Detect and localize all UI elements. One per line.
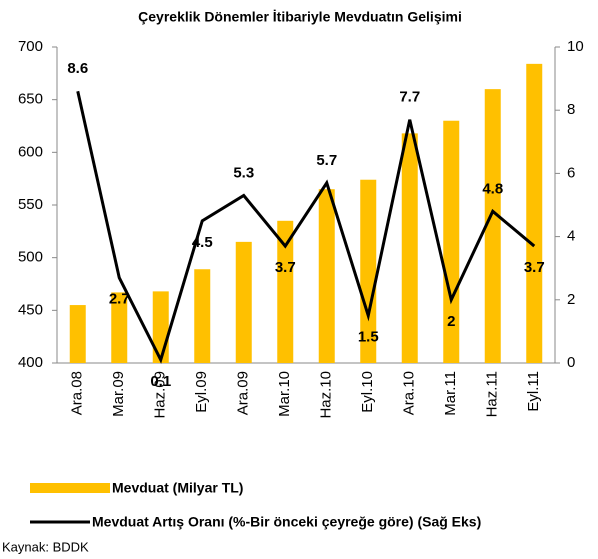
line bbox=[76, 90, 536, 364]
y2-tick-label: 10 bbox=[567, 38, 584, 55]
y-tick-label: 600 bbox=[18, 143, 43, 160]
x-tick-label: Haz.11 bbox=[484, 371, 501, 417]
bar bbox=[194, 269, 211, 363]
data-label: 8.6 bbox=[67, 60, 88, 77]
y-tick-label: 400 bbox=[18, 354, 43, 371]
x-tick-label: Mar.09 bbox=[110, 371, 127, 417]
data-label: 4.5 bbox=[192, 234, 213, 251]
data-label: 5.3 bbox=[233, 164, 254, 181]
bar bbox=[111, 292, 128, 363]
data-label: 0.1 bbox=[150, 373, 171, 390]
x-tick-label: Ara.10 bbox=[401, 371, 418, 415]
x-tick-label: Eyl.11 bbox=[525, 371, 542, 412]
legend-label: Mevduat (Milyar TL) bbox=[112, 480, 243, 496]
y2-tick-label: 2 bbox=[567, 291, 575, 308]
y-tick-label: 700 bbox=[18, 38, 43, 55]
bar bbox=[526, 63, 543, 363]
y-tick-label: 650 bbox=[18, 91, 43, 108]
y-tick-label: 450 bbox=[18, 301, 43, 318]
x-tick-label: Haz.10 bbox=[318, 371, 335, 419]
y2-tick-label: 8 bbox=[567, 101, 575, 118]
x-tick-label: Haz.09 bbox=[152, 371, 169, 419]
x-tick-label: Ara.08 bbox=[69, 371, 86, 415]
chart-title: Çeyreklik Dönemler İtibariyle Mevduatın … bbox=[138, 9, 462, 25]
data-label: 3.7 bbox=[275, 259, 296, 276]
y2-tick-label: 0 bbox=[567, 354, 575, 371]
bar bbox=[401, 133, 418, 363]
x-tick-label: Eyl.10 bbox=[359, 371, 376, 413]
legend-swatch bbox=[30, 483, 110, 493]
y-tick-label: 500 bbox=[18, 249, 43, 266]
bar bbox=[235, 241, 252, 363]
data-label: 5.7 bbox=[316, 152, 337, 169]
bar bbox=[318, 189, 335, 363]
x-tick-label: Eyl.09 bbox=[193, 371, 210, 413]
x-tick-label: Mar.10 bbox=[276, 371, 293, 417]
bar bbox=[443, 120, 460, 363]
y2-tick-label: 4 bbox=[567, 228, 575, 245]
data-label: 2 bbox=[447, 313, 455, 330]
legend-label: Mevduat Artış Oranı (%-Bir önceki çeyreğ… bbox=[92, 514, 481, 530]
x-tick-label: Ara.09 bbox=[235, 371, 252, 415]
data-label: 4.8 bbox=[482, 180, 503, 197]
data-label: 3.7 bbox=[524, 259, 545, 276]
y-tick-label: 550 bbox=[18, 196, 43, 213]
bar bbox=[69, 305, 86, 363]
bar bbox=[152, 291, 169, 363]
source: Kaynak: BDDK bbox=[2, 539, 89, 554]
bar bbox=[360, 179, 377, 363]
data-label: 2.7 bbox=[109, 291, 130, 308]
bar bbox=[277, 220, 294, 363]
data-label: 1.5 bbox=[358, 329, 379, 346]
x-tick-label: Mar.11 bbox=[442, 371, 459, 416]
bar bbox=[484, 89, 501, 363]
data-label: 7.7 bbox=[399, 89, 420, 106]
y2-tick-label: 6 bbox=[567, 164, 575, 181]
